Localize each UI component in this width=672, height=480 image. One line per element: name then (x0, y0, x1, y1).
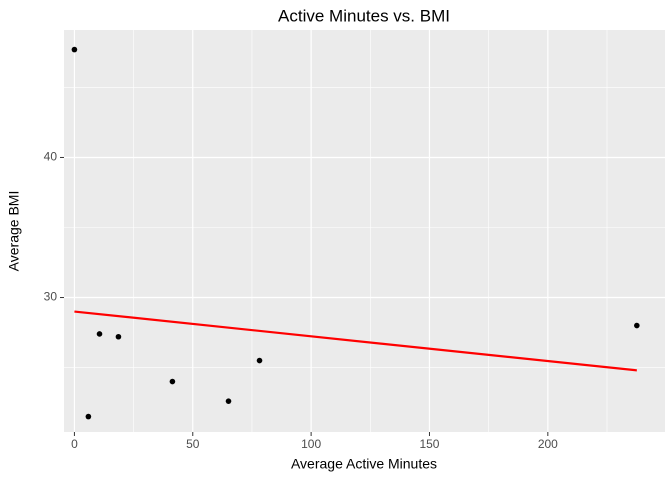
trend-line (74, 310, 637, 372)
x-axis-label: Average Active Minutes (291, 456, 437, 472)
x-tick-label: 150 (419, 437, 439, 451)
x-tick-label: 200 (538, 437, 558, 451)
y-axis-label: Average BMI (6, 191, 22, 272)
y-tick-label: 40 (44, 150, 58, 164)
data-point (115, 333, 122, 340)
data-point (71, 46, 78, 53)
x-tick-label: 50 (186, 437, 200, 451)
x-tick-label: 0 (71, 437, 78, 451)
data-point (256, 357, 263, 364)
chart-title: Active Minutes vs. BMI (278, 6, 450, 25)
data-point (96, 331, 103, 337)
x-tick-label: 100 (301, 437, 321, 451)
data-point (169, 378, 176, 385)
data-point (225, 398, 232, 404)
plot-panel (64, 30, 665, 432)
data-point (634, 322, 640, 329)
data-point (85, 413, 92, 420)
y-tick-label: 30 (44, 290, 58, 304)
